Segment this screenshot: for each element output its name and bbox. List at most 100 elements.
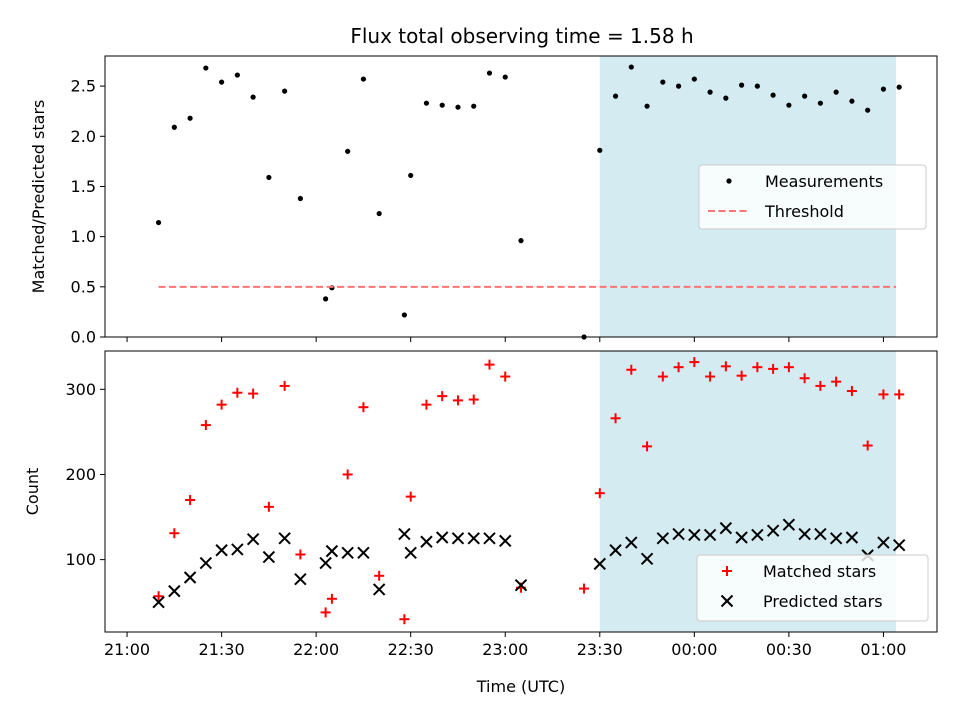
data-point [768, 363, 779, 374]
data-point [169, 528, 180, 539]
data-point [360, 76, 367, 82]
data-point [171, 124, 177, 130]
data-point [199, 556, 213, 570]
data-point [644, 103, 650, 109]
count-series [152, 357, 906, 625]
data-point [829, 532, 843, 545]
data-point [675, 83, 682, 89]
x-tick-label: 21:30 [199, 640, 245, 659]
data-point [831, 376, 842, 387]
x-tick-label: 23:00 [482, 640, 528, 659]
data-point [297, 195, 303, 202]
legend-box [698, 164, 927, 230]
data-point [612, 93, 619, 99]
y-tick-label: 0.5 [71, 277, 96, 296]
legend-marker [720, 594, 734, 608]
data-point [751, 528, 764, 542]
data-point [200, 420, 211, 431]
data-point [739, 82, 745, 88]
data-point [398, 527, 411, 541]
y-tick-label: 1.0 [71, 227, 96, 246]
data-point [642, 441, 653, 452]
data-point [246, 532, 260, 546]
legend-entry-matched-stars: Matched stars [722, 562, 876, 581]
y-tick-label: 2.0 [71, 127, 96, 146]
data-point [320, 607, 331, 618]
data-point [248, 388, 259, 399]
data-point [514, 578, 528, 592]
data-point [880, 86, 887, 92]
data-point [735, 531, 748, 544]
data-point [628, 64, 634, 70]
data-point [374, 570, 385, 581]
legend-marker [726, 178, 732, 184]
data-point [152, 595, 165, 609]
data-point [234, 72, 240, 78]
data-point [483, 532, 496, 545]
data-point [155, 219, 162, 226]
data-point [345, 148, 351, 154]
count-x-axis-label: Time (UTC) [476, 677, 565, 696]
data-point [451, 532, 465, 545]
data-point [691, 76, 697, 82]
data-point [295, 549, 306, 560]
data-point [610, 413, 621, 424]
data-point [786, 102, 792, 108]
data-point [802, 93, 808, 99]
legend-marker [722, 566, 732, 576]
ratio-x-axis [126, 337, 884, 342]
ratio-panel: 0.0 0.5 1.0 1.5 2.0 2.5 Matched/Predicted sta… [29, 55, 938, 347]
data-point [437, 391, 448, 402]
data-point [153, 591, 164, 602]
data-point [326, 593, 337, 604]
legend-label: Threshold [764, 202, 844, 221]
data-point [423, 100, 430, 106]
count-y-axis-label: Count [23, 468, 42, 516]
legend-box [696, 554, 929, 622]
data-point [282, 88, 288, 94]
data-point [294, 572, 307, 586]
data-point [185, 495, 196, 506]
chart-title: Flux total observing time = 1.58 h [350, 24, 693, 48]
data-point [187, 115, 193, 121]
data-point [468, 394, 479, 405]
legend-entry-threshold: Threshold [708, 202, 844, 221]
data-point [862, 440, 873, 451]
data-point [231, 543, 244, 556]
data-point [673, 362, 684, 373]
data-point [846, 386, 857, 397]
data-point [833, 89, 839, 95]
x-tick-label: 01:00 [860, 640, 906, 659]
data-point [405, 491, 416, 502]
data-point [471, 103, 477, 109]
data-point [500, 371, 511, 382]
data-point [203, 65, 209, 71]
data-point [783, 362, 794, 373]
data-point [455, 104, 461, 110]
data-point [216, 399, 227, 410]
data-point [484, 359, 495, 370]
count-plot-frame [104, 350, 938, 633]
data-point [232, 387, 243, 398]
data-point [452, 395, 463, 406]
legend-label: Predicted stars [763, 592, 883, 611]
ratio-legend: Measurements Threshold [698, 164, 927, 230]
x-tick-label: 00:30 [766, 640, 812, 659]
data-point [439, 102, 445, 108]
y-tick-label: 300 [65, 380, 96, 399]
data-point [594, 488, 605, 499]
data-point [736, 370, 747, 381]
legend-label: Matched stars [763, 562, 876, 581]
data-point [782, 518, 796, 531]
data-point [688, 528, 701, 542]
data-point [401, 312, 407, 318]
data-point [815, 380, 826, 391]
data-point [705, 371, 716, 382]
data-point [625, 536, 638, 549]
data-point [849, 98, 855, 104]
y-tick-label: 200 [65, 465, 96, 484]
data-point [168, 584, 181, 598]
data-point [404, 546, 417, 560]
data-point [319, 556, 332, 570]
data-point [183, 571, 197, 584]
